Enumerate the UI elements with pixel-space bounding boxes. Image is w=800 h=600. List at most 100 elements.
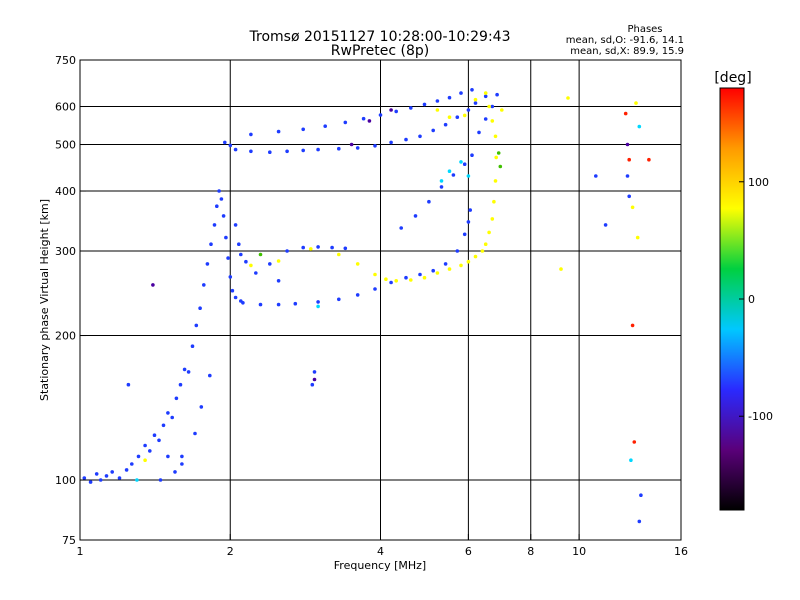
data-point	[447, 169, 452, 173]
data-point	[249, 132, 253, 137]
data-point	[361, 116, 366, 121]
data-point	[413, 214, 418, 218]
data-point	[409, 106, 413, 110]
data-point	[483, 117, 488, 121]
data-point	[199, 405, 204, 409]
data-points	[82, 88, 651, 524]
data-point	[373, 272, 377, 277]
data-point	[439, 185, 444, 189]
data-point	[389, 280, 393, 285]
data-point	[254, 271, 258, 275]
data-point	[462, 162, 467, 166]
y-tick-label: 750	[55, 54, 76, 67]
data-point	[427, 199, 431, 204]
data-point	[82, 476, 87, 480]
data-point	[170, 415, 174, 420]
data-point	[630, 205, 635, 210]
data-point	[625, 142, 630, 147]
data-point	[244, 259, 248, 264]
data-point	[470, 153, 474, 157]
data-point	[268, 262, 272, 266]
data-point	[625, 174, 630, 178]
data-point	[459, 91, 463, 95]
x-tick-label: 1	[77, 545, 84, 558]
data-point	[404, 137, 408, 142]
data-point	[209, 242, 213, 246]
data-point	[447, 267, 452, 271]
data-point	[249, 149, 253, 154]
y-tick-label: 400	[55, 185, 76, 198]
data-point	[316, 147, 320, 152]
data-point	[249, 263, 253, 268]
data-point	[632, 440, 637, 444]
data-point	[312, 370, 317, 374]
data-point	[178, 382, 183, 387]
data-point	[301, 148, 306, 153]
data-point	[455, 249, 460, 253]
data-point	[349, 142, 354, 147]
data-point	[439, 179, 444, 183]
data-point	[241, 301, 245, 305]
data-point	[143, 443, 147, 448]
data-point	[490, 217, 495, 221]
x-axis-label: Frequency [MHz]	[334, 559, 426, 572]
data-point	[161, 423, 166, 428]
y-tick-label: 500	[55, 139, 76, 152]
data-point	[276, 259, 281, 263]
data-point	[205, 262, 210, 266]
colorbar: [deg] -100 0 100	[714, 70, 773, 511]
data-point	[466, 220, 471, 224]
data-point	[480, 249, 485, 253]
data-point	[422, 102, 427, 107]
data-point	[629, 458, 633, 463]
data-point	[194, 323, 199, 328]
x-tick-label: 4	[377, 545, 384, 558]
data-point	[316, 304, 320, 309]
y-tick-label: 300	[55, 245, 76, 258]
data-point	[637, 124, 642, 129]
data-point	[301, 127, 306, 132]
data-point	[258, 302, 263, 307]
data-point	[623, 111, 628, 116]
data-point	[126, 382, 131, 387]
data-point	[208, 373, 212, 378]
data-point	[637, 519, 642, 524]
data-point	[447, 115, 452, 119]
data-point	[422, 275, 427, 280]
data-point	[603, 223, 608, 227]
data-point	[594, 174, 598, 178]
data-point	[343, 120, 348, 125]
data-point	[190, 344, 195, 349]
data-point	[182, 367, 187, 372]
data-point	[309, 247, 313, 251]
data-point	[158, 478, 163, 482]
data-point	[634, 101, 638, 105]
data-point	[373, 287, 377, 291]
data-point	[98, 478, 103, 482]
data-point	[483, 94, 488, 99]
data-point	[258, 252, 263, 257]
data-point	[630, 323, 635, 328]
data-point	[477, 130, 481, 135]
data-point	[487, 104, 491, 109]
data-point	[135, 478, 139, 482]
stats-x-line: mean, sd,X: 89.9, 15.9	[570, 46, 684, 57]
chart-subtitle: RwPretec (8p)	[331, 43, 429, 59]
data-point	[226, 256, 230, 260]
data-point	[462, 232, 467, 237]
data-point	[343, 246, 348, 251]
data-point	[494, 155, 499, 160]
data-point	[152, 433, 157, 438]
data-point	[219, 197, 224, 201]
data-point	[495, 92, 499, 97]
data-point	[117, 476, 122, 480]
data-point	[148, 449, 152, 453]
colorbar-label: [deg]	[714, 70, 751, 86]
data-point	[239, 252, 243, 257]
stats-header: Phases	[627, 24, 662, 35]
data-point	[221, 214, 226, 218]
data-point	[389, 140, 393, 145]
data-point	[470, 88, 474, 92]
data-point	[233, 223, 238, 227]
data-point	[559, 267, 563, 271]
